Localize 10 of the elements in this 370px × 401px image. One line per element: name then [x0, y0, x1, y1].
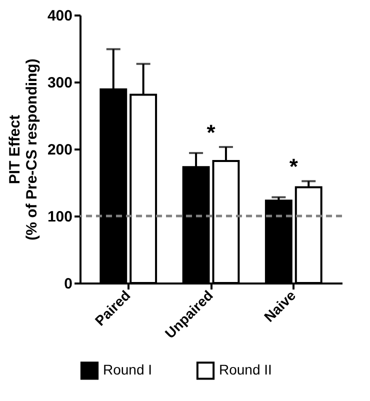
- y-tick-label: 400: [47, 8, 72, 24]
- y-axis-title: PIT Effect (% of Pre-CS responding): [6, 58, 40, 240]
- y-tick-label: 200: [47, 142, 72, 158]
- y-tick-label: 300: [47, 74, 72, 92]
- legend-label: Round II: [219, 362, 272, 378]
- annotation: *: [206, 120, 216, 145]
- legend-label: Round I: [103, 362, 152, 378]
- annotation: *: [289, 154, 298, 180]
- y-tick-label: 0: [64, 276, 72, 292]
- y-tick-label: 100: [47, 208, 72, 226]
